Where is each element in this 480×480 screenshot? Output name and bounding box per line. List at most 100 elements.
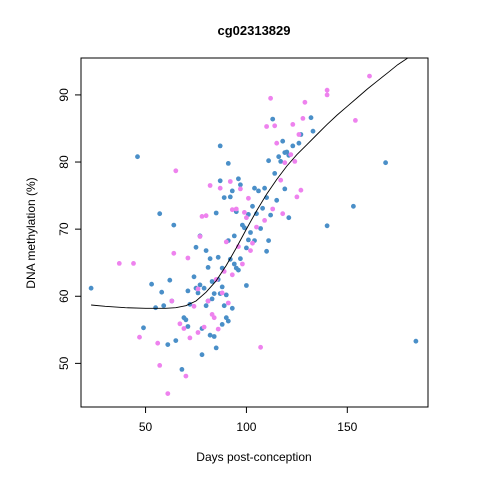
data-point-series-2 — [225, 300, 231, 306]
data-point-series-2 — [282, 160, 288, 166]
data-point-series-1 — [244, 245, 249, 251]
data-point-series-2 — [353, 118, 358, 123]
data-point-series-2 — [294, 194, 300, 200]
data-point-series-2 — [254, 224, 259, 230]
data-point-series-1 — [203, 303, 209, 309]
data-point-series-1 — [266, 238, 271, 244]
data-point-series-1 — [413, 338, 419, 344]
data-point-series-2 — [272, 123, 278, 129]
data-point-series-1 — [351, 203, 356, 209]
data-point-series-1 — [217, 143, 223, 149]
data-point-series-2 — [171, 250, 177, 256]
data-point-series-1 — [244, 283, 249, 288]
data-point-series-1 — [246, 237, 251, 243]
data-point-series-2 — [173, 168, 179, 174]
data-point-series-2 — [262, 218, 267, 223]
data-point-series-1 — [290, 143, 296, 149]
data-point-series-1 — [296, 140, 302, 146]
data-point-series-1 — [161, 303, 167, 309]
data-point-series-2 — [195, 286, 201, 292]
data-point-series-2 — [191, 303, 197, 309]
data-point-series-2 — [217, 185, 223, 191]
data-point-series-1 — [211, 334, 217, 339]
data-point-series-1 — [383, 160, 388, 166]
data-point-series-2 — [131, 261, 136, 266]
data-point-series-2 — [205, 298, 211, 304]
data-point-series-2 — [246, 195, 251, 201]
chart-title: cg02313829 — [217, 23, 290, 38]
data-point-series-1 — [221, 303, 227, 309]
data-point-series-1 — [229, 188, 235, 194]
data-point-series-2 — [187, 335, 193, 341]
data-point-series-2 — [169, 298, 175, 304]
data-point-series-1 — [236, 176, 241, 182]
data-point-series-1 — [231, 261, 237, 267]
data-point-series-2 — [233, 206, 239, 212]
data-point-series-2 — [229, 207, 235, 213]
data-point-series-1 — [264, 248, 269, 254]
data-point-series-1 — [308, 115, 314, 121]
data-point-series-1 — [141, 325, 146, 331]
data-point-series-2 — [201, 324, 207, 330]
y-tick-label: 80 — [57, 155, 71, 169]
data-point-series-2 — [181, 326, 187, 331]
data-point-series-1 — [272, 171, 278, 176]
data-point-series-2 — [324, 87, 330, 93]
data-point-series-1 — [205, 265, 211, 270]
data-point-series-2 — [116, 261, 122, 266]
data-point-series-1 — [171, 222, 177, 228]
data-point-series-2 — [242, 210, 247, 215]
data-point-series-1 — [227, 194, 233, 200]
data-point-series-1 — [310, 128, 316, 134]
x-tick-label: 100 — [236, 420, 256, 434]
data-point-series-1 — [258, 226, 263, 231]
data-point-series-1 — [213, 210, 219, 216]
points-layer — [88, 73, 419, 396]
data-point-series-1 — [276, 154, 282, 160]
data-point-series-1 — [159, 289, 165, 295]
data-point-series-1 — [223, 292, 229, 298]
x-tick-label: 50 — [139, 420, 153, 434]
data-point-series-2 — [211, 315, 217, 321]
data-point-series-1 — [209, 279, 215, 284]
data-point-series-1 — [183, 317, 189, 323]
data-point-series-2 — [203, 213, 209, 219]
data-point-series-2 — [258, 344, 263, 350]
data-point-series-1 — [250, 203, 255, 209]
data-point-series-1 — [252, 185, 257, 191]
data-point-series-1 — [270, 116, 276, 122]
data-point-series-1 — [266, 158, 271, 164]
data-point-series-2 — [155, 340, 161, 346]
data-point-series-1 — [165, 342, 171, 347]
data-point-series-1 — [213, 345, 219, 351]
data-point-series-2 — [302, 99, 308, 105]
data-point-series-2 — [227, 179, 233, 184]
data-point-series-1 — [280, 138, 286, 144]
data-point-series-2 — [324, 92, 330, 98]
data-point-series-2 — [300, 116, 306, 121]
data-point-series-1 — [157, 211, 163, 217]
y-tick-label: 70 — [57, 222, 71, 236]
data-point-series-1 — [203, 248, 209, 254]
plot-frame — [80, 57, 429, 408]
data-point-series-2 — [207, 183, 213, 188]
data-point-series-1 — [282, 186, 288, 192]
data-point-series-1 — [193, 244, 199, 250]
data-point-series-2 — [250, 240, 255, 246]
data-point-series-2 — [199, 214, 205, 219]
y-axis: 50 60 70 80 90 — [57, 88, 81, 370]
data-point-series-1 — [197, 282, 203, 288]
data-point-series-2 — [290, 122, 296, 127]
data-point-series-1 — [225, 161, 231, 166]
data-point-series-2 — [274, 140, 280, 146]
data-point-series-2 — [264, 124, 269, 129]
data-point-series-1 — [219, 322, 225, 327]
data-point-series-2 — [223, 239, 229, 245]
data-point-series-1 — [260, 205, 265, 211]
data-point-series-2 — [292, 159, 298, 164]
data-point-series-2 — [268, 95, 273, 101]
data-point-series-1 — [217, 178, 223, 184]
data-point-series-1 — [225, 318, 231, 324]
data-point-series-1 — [231, 233, 237, 239]
data-point-series-2 — [185, 255, 191, 261]
